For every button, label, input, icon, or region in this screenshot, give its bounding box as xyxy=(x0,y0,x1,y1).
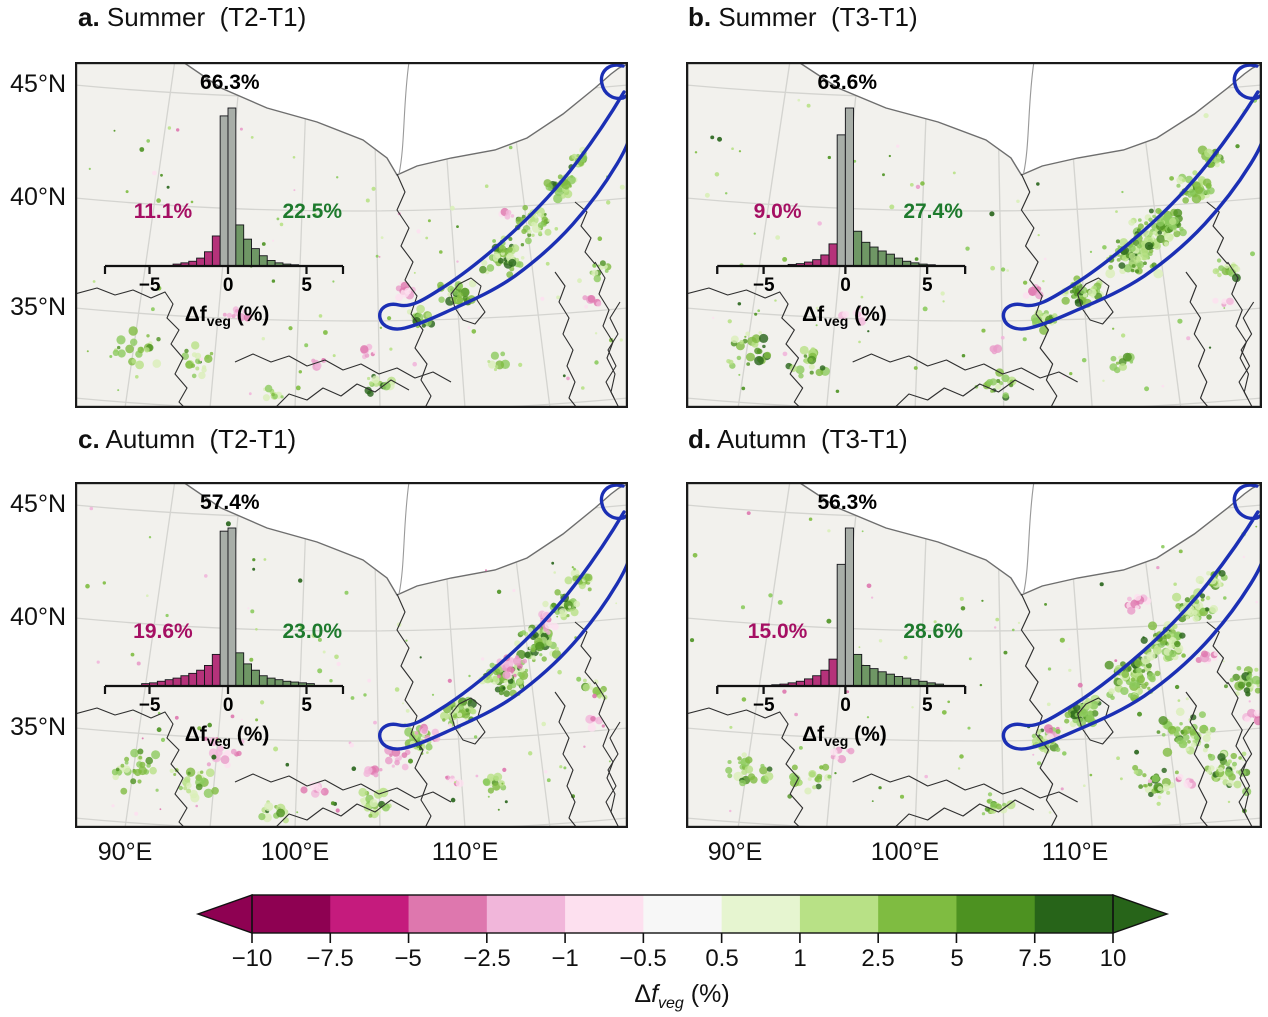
panel-c-hist-tick-neg5: −5 xyxy=(138,694,161,716)
lon-label-90e-left: 90°E xyxy=(97,838,153,866)
lat-label-40n-row2: 40°N xyxy=(10,603,66,631)
panel-b-increase-pct: 27.4% xyxy=(903,200,963,224)
cb-tick-10: 10 xyxy=(1099,945,1127,972)
map-panel-b: 63.6% 9.0% 27.4% −5 0 5 Δfveg (%) xyxy=(686,62,1262,408)
colorbar-left-arrow xyxy=(195,894,253,934)
panel-d-hist-xlabel: Δfveg (%) xyxy=(802,722,887,749)
cb-tick-neg1: −1 xyxy=(551,945,579,972)
panel-d-hist-tick-neg5: −5 xyxy=(752,694,775,716)
colorbar-right-arrow xyxy=(1112,894,1170,934)
cb-tick-neg2p5: −2.5 xyxy=(463,945,511,972)
colorbar-segments xyxy=(252,895,1114,933)
vegetation-change-raster xyxy=(689,511,1262,816)
map-d-canvas xyxy=(686,482,1262,828)
study-region-outline xyxy=(1001,63,1262,331)
panel-a-decrease-pct: 11.1% xyxy=(133,200,193,224)
map-frame xyxy=(75,62,628,408)
province-borders xyxy=(75,173,621,408)
panel-b-title-text: Summer (T3-T1) xyxy=(711,2,918,32)
map-frame xyxy=(75,482,628,828)
vegetation-change-raster xyxy=(86,117,625,402)
map-c-canvas xyxy=(75,482,628,828)
study-region-outline xyxy=(378,483,628,751)
panel-a-title-text: Summer (T2-T1) xyxy=(99,2,307,32)
panel-c-decrease-pct: 19.6% xyxy=(133,620,193,644)
panel-b-title: b. Summer (T3-T1) xyxy=(688,2,918,33)
map-panel-d: 56.3% 15.0% 28.6% −5 0 5 Δfveg (%) xyxy=(686,482,1262,828)
panel-d-hist-tick-5: 5 xyxy=(922,694,933,716)
panel-a-hist-xlabel: Δfveg (%) xyxy=(184,302,270,329)
province-borders xyxy=(686,593,1255,828)
lat-label-45n-row1: 45°N xyxy=(10,70,66,98)
panel-b-decrease-pct: 9.0% xyxy=(753,200,802,224)
panel-c-hist-tick-5: 5 xyxy=(301,694,312,716)
lat-label-45n-row2: 45°N xyxy=(10,490,66,518)
panel-b-hist-tick-5: 5 xyxy=(922,274,933,296)
panel-c-hist-xlabel: Δfveg (%) xyxy=(184,722,270,749)
lat-label-40n-row1: 40°N xyxy=(10,183,66,211)
lon-label-110e-left: 110°E xyxy=(431,838,499,866)
panel-b-hist-tick-neg5: −5 xyxy=(752,274,775,296)
panel-b-hist-tick-0: 0 xyxy=(840,274,851,296)
panel-a-increase-pct: 22.5% xyxy=(282,200,343,224)
cb-tick-neg7p5: −7.5 xyxy=(306,945,354,972)
map-panel-c: 57.4% 19.6% 23.0% −5 0 5 Δfveg (%) xyxy=(75,482,628,828)
map-frame xyxy=(686,62,1262,408)
panel-d-stable-pct: 56.3% xyxy=(817,490,878,514)
inset-histogram xyxy=(103,107,345,274)
panel-a-hist-tick-0: 0 xyxy=(222,274,234,296)
panel-c-title: c. Autumn (T2-T1) xyxy=(78,424,296,455)
inset-histogram xyxy=(103,527,345,694)
colorbar xyxy=(195,894,1170,943)
panel-a-stable-pct: 66.3% xyxy=(200,70,260,94)
panel-d-letter: d. xyxy=(688,424,712,454)
lon-label-90e-right: 90°E xyxy=(707,838,763,866)
panel-a-title: a. Summer (T2-T1) xyxy=(78,2,306,33)
inset-histogram xyxy=(716,527,967,694)
panel-d-title-text: Autumn (T3-T1) xyxy=(711,424,908,454)
cb-tick-0p5: 0.5 xyxy=(705,945,739,972)
map-panel-a: 66.3% 11.1% 22.5% −5 0 5 Δfveg (%) xyxy=(75,62,628,408)
panel-a-hist-tick-neg5: −5 xyxy=(138,274,161,296)
cb-tick-neg0p5: −0.5 xyxy=(619,945,667,972)
cb-tick-7p5: 7.5 xyxy=(1018,945,1052,972)
lon-label-100e-left: 100°E xyxy=(260,838,330,866)
panel-b-letter: b. xyxy=(688,2,712,32)
map-a-canvas xyxy=(75,62,628,408)
map-b-canvas xyxy=(686,62,1262,408)
panel-a-hist-tick-5: 5 xyxy=(301,274,312,296)
panel-d-decrease-pct: 15.0% xyxy=(747,620,808,644)
panel-d-increase-pct: 28.6% xyxy=(903,620,963,644)
lon-label-110e-right: 110°E xyxy=(1041,838,1109,866)
panel-b-hist-xlabel: Δfveg (%) xyxy=(802,302,887,329)
panel-a-letter: a. xyxy=(78,2,100,32)
panel-c-increase-pct: 23.0% xyxy=(282,620,343,644)
lat-label-35n-row2: 35°N xyxy=(10,713,66,741)
study-region-outline xyxy=(378,63,628,331)
province-borders xyxy=(75,593,621,828)
panel-d-title: d. Autumn (T3-T1) xyxy=(688,424,908,455)
lat-label-35n-row1: 35°N xyxy=(10,293,66,321)
cb-tick-1: 1 xyxy=(793,945,807,972)
study-region-outline xyxy=(1001,483,1262,751)
panel-c-stable-pct: 57.4% xyxy=(200,490,260,514)
inset-histogram xyxy=(716,107,967,274)
cb-tick-neg10: −10 xyxy=(231,945,273,972)
colorbar-label: Δfveg (%) xyxy=(634,980,730,1012)
panel-d-hist-tick-0: 0 xyxy=(840,694,851,716)
cb-tick-5: 5 xyxy=(950,945,964,972)
panel-c-title-text: Autumn (T2-T1) xyxy=(99,424,297,454)
cb-tick-2p5: 2.5 xyxy=(861,945,895,972)
lon-label-100e-right: 100°E xyxy=(870,838,940,866)
province-borders xyxy=(686,173,1255,408)
map-frame xyxy=(686,482,1262,828)
panel-b-stable-pct: 63.6% xyxy=(817,70,878,94)
panel-c-hist-tick-0: 0 xyxy=(222,694,234,716)
panel-c-letter: c. xyxy=(78,424,100,454)
cb-tick-neg5: −5 xyxy=(394,945,422,972)
